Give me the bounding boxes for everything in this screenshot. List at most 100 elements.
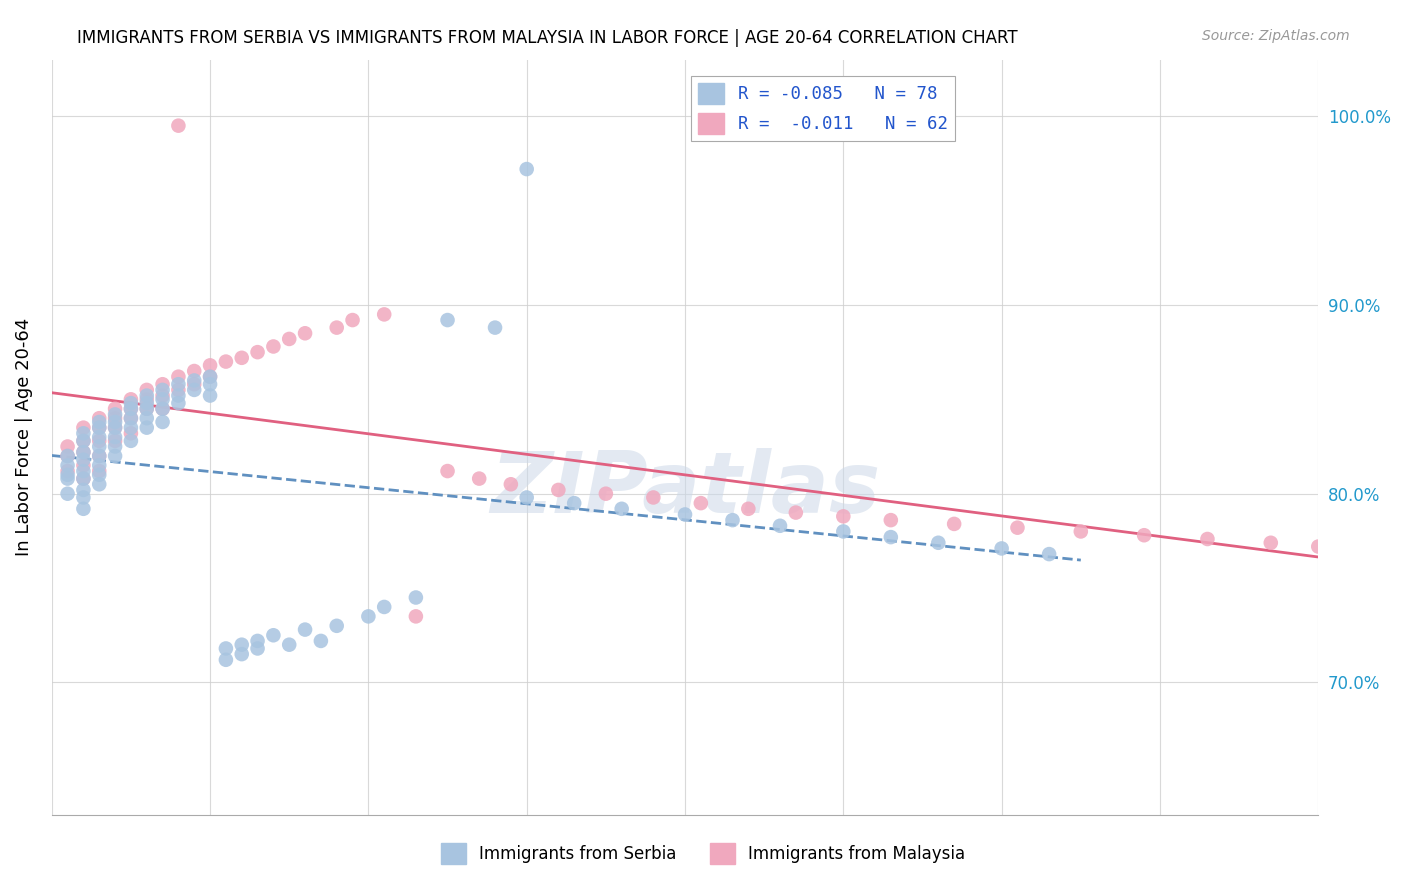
Point: [325, 320, 347, 334]
Point: [183, 364, 205, 378]
Point: [198, 369, 221, 384]
Point: [769, 518, 792, 533]
Point: [294, 623, 316, 637]
Point: [120, 411, 142, 425]
Point: [135, 388, 157, 402]
Point: [104, 434, 127, 448]
Point: [89, 440, 111, 454]
Point: [72, 458, 94, 473]
Point: [562, 496, 585, 510]
Point: [436, 313, 458, 327]
Point: [104, 430, 127, 444]
Point: [231, 351, 253, 365]
Point: [167, 383, 190, 397]
Point: [880, 530, 903, 544]
Point: [89, 449, 111, 463]
Point: [135, 392, 157, 407]
Point: [373, 307, 395, 321]
Point: [56, 449, 79, 463]
Point: [89, 430, 111, 444]
Point: [832, 524, 855, 539]
Point: [516, 162, 538, 177]
Point: [484, 320, 506, 334]
Point: [104, 415, 127, 429]
Point: [135, 411, 157, 425]
Point: [135, 401, 157, 416]
Point: [927, 535, 949, 549]
Point: [120, 401, 142, 416]
Point: [198, 359, 221, 373]
Point: [56, 464, 79, 478]
Point: [231, 647, 253, 661]
Point: [89, 458, 111, 473]
Point: [183, 383, 205, 397]
Point: [1133, 528, 1156, 542]
Point: [198, 388, 221, 402]
Point: [89, 420, 111, 434]
Point: [278, 332, 301, 346]
Point: [215, 641, 238, 656]
Point: [104, 411, 127, 425]
Point: [56, 472, 79, 486]
Point: [104, 401, 127, 416]
Point: [309, 634, 332, 648]
Point: [737, 501, 759, 516]
Point: [56, 486, 79, 500]
Point: [152, 415, 174, 429]
Point: [72, 464, 94, 478]
Point: [167, 369, 190, 384]
Point: [198, 377, 221, 392]
Text: ZIPatlas: ZIPatlas: [489, 449, 880, 532]
Point: [72, 501, 94, 516]
Point: [72, 426, 94, 441]
Legend: Immigrants from Serbia, Immigrants from Malaysia: Immigrants from Serbia, Immigrants from …: [434, 837, 972, 871]
Point: [198, 369, 221, 384]
Point: [120, 420, 142, 434]
Point: [72, 434, 94, 448]
Point: [721, 513, 744, 527]
Point: [152, 392, 174, 407]
Point: [89, 434, 111, 448]
Point: [215, 653, 238, 667]
Point: [167, 377, 190, 392]
Point: [135, 383, 157, 397]
Point: [1197, 532, 1219, 546]
Point: [990, 541, 1012, 556]
Point: [135, 401, 157, 416]
Point: [357, 609, 380, 624]
Point: [72, 420, 94, 434]
Point: [167, 119, 190, 133]
Point: [1260, 535, 1282, 549]
Point: [72, 445, 94, 459]
Point: [56, 440, 79, 454]
Point: [215, 354, 238, 368]
Point: [135, 396, 157, 410]
Point: [72, 483, 94, 497]
Point: [689, 496, 711, 510]
Point: [120, 392, 142, 407]
Point: [104, 420, 127, 434]
Point: [120, 434, 142, 448]
Point: [294, 326, 316, 341]
Point: [152, 401, 174, 416]
Point: [72, 491, 94, 505]
Point: [152, 383, 174, 397]
Point: [246, 345, 269, 359]
Text: Source: ZipAtlas.com: Source: ZipAtlas.com: [1202, 29, 1350, 43]
Point: [1007, 521, 1029, 535]
Point: [610, 501, 633, 516]
Point: [89, 420, 111, 434]
Point: [135, 420, 157, 434]
Point: [104, 440, 127, 454]
Point: [89, 464, 111, 478]
Text: IMMIGRANTS FROM SERBIA VS IMMIGRANTS FROM MALAYSIA IN LABOR FORCE | AGE 20-64 CO: IMMIGRANTS FROM SERBIA VS IMMIGRANTS FRO…: [77, 29, 1018, 46]
Point: [436, 464, 458, 478]
Point: [89, 411, 111, 425]
Point: [152, 377, 174, 392]
Point: [89, 477, 111, 491]
Point: [880, 513, 903, 527]
Point: [231, 638, 253, 652]
Point: [1070, 524, 1092, 539]
Point: [342, 313, 364, 327]
Point: [120, 426, 142, 441]
